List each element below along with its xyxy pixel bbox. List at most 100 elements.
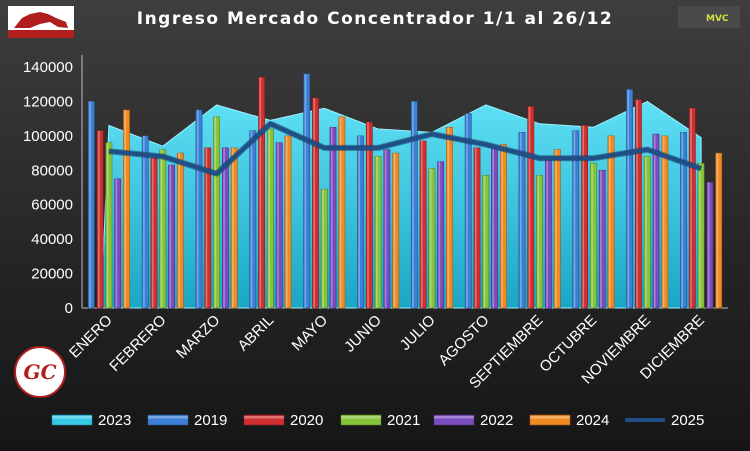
legend-item-2023: 2023 bbox=[51, 412, 131, 429]
bar-2019-marzo bbox=[195, 109, 203, 309]
bar-2019-agosto bbox=[464, 113, 472, 309]
bar-highlight bbox=[662, 135, 665, 308]
bar-2024-abril bbox=[284, 135, 292, 309]
bar-2020-mayo bbox=[312, 97, 319, 309]
bar-2024-octubre bbox=[607, 135, 615, 309]
y-tick-label: 20000 bbox=[31, 266, 73, 283]
bar-2021-marzo bbox=[213, 116, 220, 309]
bar-highlight bbox=[421, 141, 423, 308]
legend-label: 2024 bbox=[576, 412, 609, 429]
bar-highlight bbox=[169, 165, 172, 308]
bar-2022-febrero bbox=[168, 164, 175, 309]
bar-2020-abril bbox=[258, 77, 265, 309]
y-tick-label: 100000 bbox=[23, 128, 73, 145]
bar-highlight bbox=[304, 73, 307, 309]
bar-2021-julio bbox=[428, 168, 436, 309]
bar-2022-enero bbox=[114, 178, 122, 309]
bar-highlight bbox=[106, 142, 109, 308]
x-tick-label: ENERO bbox=[66, 312, 116, 362]
bar-highlight bbox=[412, 101, 414, 309]
bar-2022-noviembre bbox=[652, 133, 660, 309]
legend-label: 2022 bbox=[480, 412, 513, 429]
bar-2021-octubre bbox=[589, 163, 597, 309]
bar-2022-diciembre bbox=[706, 182, 714, 309]
bar-2020-octubre bbox=[581, 125, 588, 309]
legend-swatch bbox=[433, 414, 475, 426]
legend-item-2021: 2021 bbox=[340, 412, 420, 429]
y-tick-label: 40000 bbox=[31, 231, 73, 248]
bar-highlight bbox=[699, 163, 701, 308]
bar-2022-marzo bbox=[222, 147, 229, 309]
bar-highlight bbox=[393, 153, 396, 308]
bar-highlight bbox=[89, 101, 91, 309]
bar-2019-septiembre bbox=[518, 132, 526, 309]
bar-highlight bbox=[636, 99, 638, 308]
legend-swatch bbox=[529, 414, 571, 426]
bar-2019-noviembre bbox=[626, 89, 633, 309]
bar-2019-octubre bbox=[572, 130, 580, 309]
bar-highlight bbox=[591, 163, 593, 308]
legend: 2023 2019 2020 2021 2022 2024 2025 bbox=[51, 412, 704, 429]
line-2025-path bbox=[108, 121, 702, 176]
bar-highlight bbox=[608, 135, 611, 308]
bars bbox=[87, 73, 723, 309]
bar-highlight bbox=[653, 134, 656, 308]
bar-2020-agosto bbox=[473, 147, 481, 309]
y-tick-label: 80000 bbox=[31, 162, 73, 179]
x-tick-label: JULIO bbox=[397, 312, 439, 354]
gc-logo: GC bbox=[14, 346, 66, 398]
bar-highlight bbox=[115, 178, 118, 308]
bar-highlight bbox=[573, 130, 576, 308]
bar-2019-enero bbox=[87, 101, 95, 309]
bar-2022-octubre bbox=[598, 170, 606, 309]
bar-2024-febrero bbox=[177, 152, 184, 309]
bar-2019-febrero bbox=[141, 135, 149, 309]
bar-highlight bbox=[358, 135, 360, 308]
bar-2020-noviembre bbox=[634, 99, 642, 309]
bar-highlight bbox=[483, 175, 486, 308]
bar-highlight bbox=[438, 161, 441, 308]
bar-2024-diciembre bbox=[715, 152, 723, 309]
bar-2019-junio bbox=[357, 135, 364, 309]
top-left-logo bbox=[8, 6, 74, 38]
x-tick-label: FEBRERO bbox=[106, 312, 169, 375]
bar-highlight bbox=[268, 129, 270, 308]
bar-highlight bbox=[645, 156, 647, 308]
bar-highlight bbox=[716, 153, 719, 308]
legend-swatch-highlight bbox=[244, 416, 284, 419]
bar-2024-noviembre bbox=[661, 135, 669, 309]
legend-item-2019: 2019 bbox=[147, 412, 227, 429]
bar-highlight bbox=[501, 144, 503, 308]
bar-2021-abril bbox=[266, 128, 274, 309]
bar-2020-diciembre bbox=[688, 108, 696, 309]
bar-highlight bbox=[339, 116, 342, 309]
bar-2019-abril bbox=[249, 130, 257, 309]
bar-highlight bbox=[690, 108, 692, 308]
bar-2021-junio bbox=[374, 156, 382, 309]
bar-2021-noviembre bbox=[643, 156, 651, 309]
bar-2021-agosto bbox=[482, 175, 490, 309]
bar-highlight bbox=[259, 77, 262, 308]
bar-highlight bbox=[277, 142, 279, 308]
bar-highlight bbox=[98, 130, 100, 308]
bar-2020-julio bbox=[419, 140, 427, 309]
bar-highlight bbox=[196, 110, 199, 308]
bar-2020-septiembre bbox=[527, 106, 535, 309]
bar-highlight bbox=[205, 147, 208, 308]
bar-2020-febrero bbox=[150, 157, 158, 309]
bar-highlight bbox=[367, 122, 369, 308]
y-tick-label: 140000 bbox=[23, 59, 73, 76]
y-axis: 0 20000 40000 60000 80000 100000 120000 140000 bbox=[23, 55, 728, 317]
bar-2024-enero bbox=[123, 109, 130, 309]
x-tick-label: ABRIL bbox=[235, 312, 278, 355]
bar-highlight bbox=[143, 135, 145, 308]
legend-item-2020: 2020 bbox=[243, 412, 323, 429]
bar-highlight bbox=[214, 116, 217, 309]
bar-highlight bbox=[600, 170, 602, 308]
bar-highlight bbox=[330, 127, 333, 309]
bar-2022-agosto bbox=[491, 147, 498, 309]
bar-highlight bbox=[223, 147, 225, 308]
bar-2022-septiembre bbox=[544, 159, 552, 309]
y-tick-label: 60000 bbox=[31, 197, 73, 214]
